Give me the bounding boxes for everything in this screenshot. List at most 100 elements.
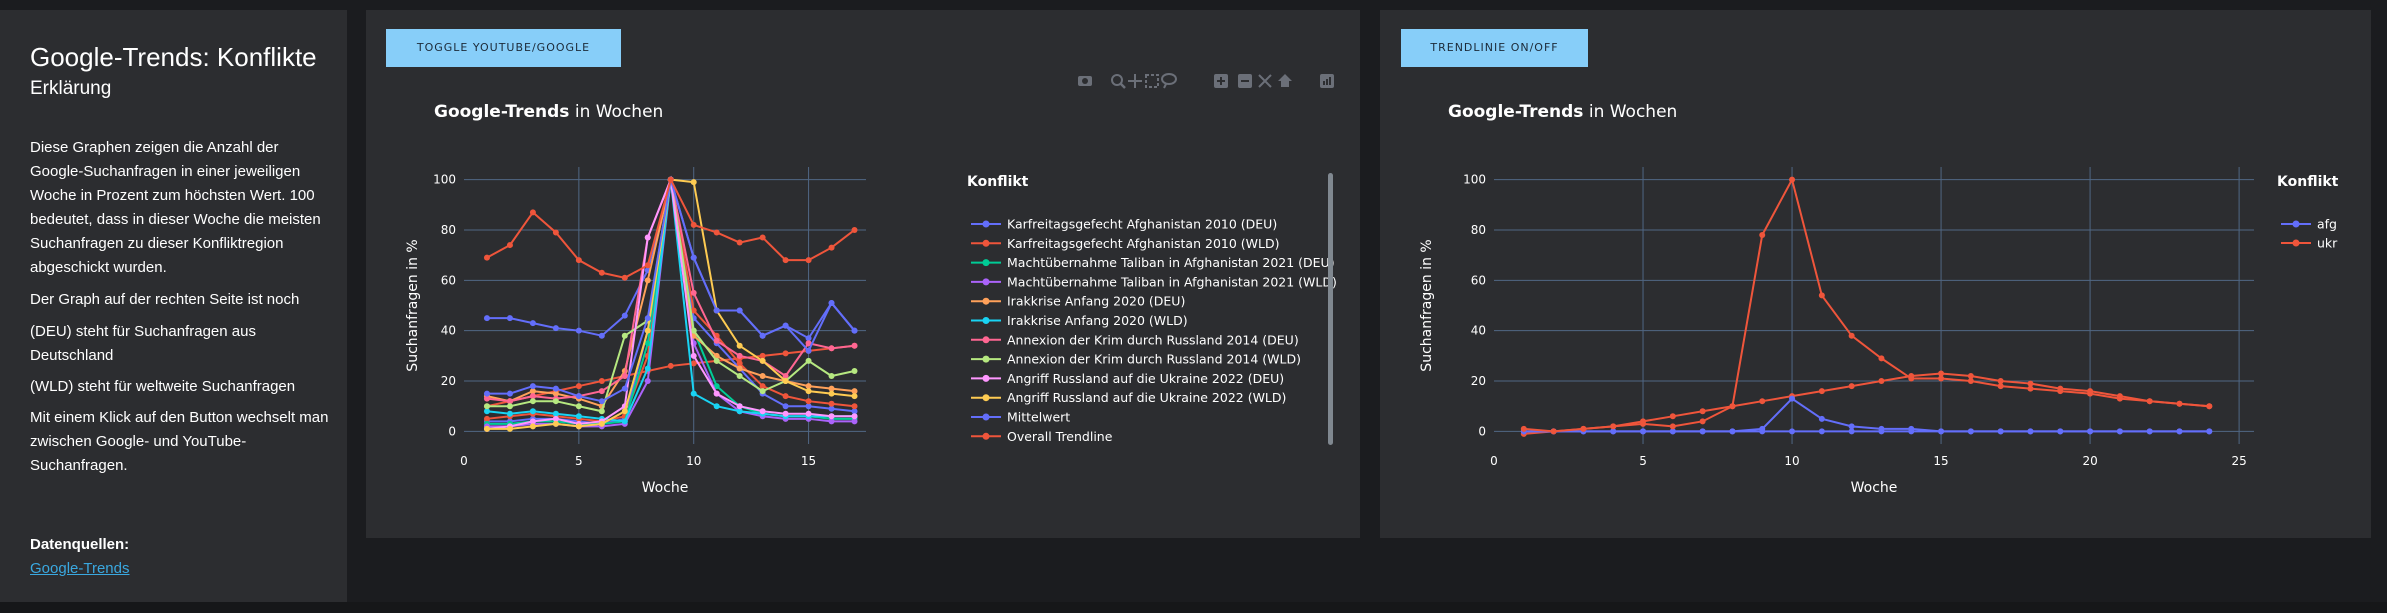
data-point [828,413,835,420]
data-point [828,299,835,306]
data-point [690,179,697,186]
data-point [1669,428,1676,435]
trendline-series [483,175,858,342]
data-point [2206,428,2213,435]
zoom-in-icon[interactable] [1214,74,1228,88]
data-point [483,403,490,410]
data-point [1818,415,1825,422]
data-point [690,221,697,228]
data-point [2057,388,2064,395]
legend-item[interactable]: afg [2281,217,2337,232]
data-point [1669,413,1676,420]
data-point [759,234,766,241]
series-line [486,179,855,428]
data-point [483,254,490,261]
data-point [690,390,697,397]
trends-chart-left[interactable]: Google-Trends in Wochen 0 20 40 60 80 100 0 5 10 1… [366,10,1360,538]
y-axis-label: Suchanfragen in % [1419,239,1435,371]
legend-item[interactable]: Angriff Russland auf die Ukraine 2022 (W… [971,390,1286,405]
pan-icon[interactable] [1128,74,1142,88]
legend-scrollbar[interactable] [1328,173,1333,445]
data-point [575,413,582,420]
x-tick-label: 15 [1933,454,1948,468]
chart-title: Google-Trends in Wochen [434,102,663,122]
legend-label: Annexion der Krim durch Russland 2014 (W… [1007,352,1301,367]
legend-item[interactable]: Angriff Russland auf die Ukraine 2022 (D… [971,371,1284,386]
data-point [1550,428,1557,435]
y-tick-label: 80 [1471,223,1486,237]
data-point [1997,378,2004,385]
data-point [529,418,536,425]
data-point [644,262,651,269]
legend-item[interactable]: Irakkrise Anfang 2020 (DEU) [971,294,1185,309]
y-tick-label: 20 [441,374,456,388]
data-point [621,373,628,380]
data-point [690,254,697,261]
legend-item[interactable]: Annexion der Krim durch Russland 2014 (D… [971,332,1299,347]
zoom-out-icon[interactable] [1238,74,1252,88]
google-trends-link[interactable]: Google-Trends [30,560,130,577]
data-point [506,390,513,397]
bottom-strip [0,602,2387,613]
x-tick-label: 0 [460,454,468,468]
legend-item[interactable]: Annexion der Krim durch Russland 2014 (W… [971,352,1301,367]
data-point [483,315,490,322]
data-point [575,327,582,334]
trends-chart-right[interactable]: Google-Trends in Wochen 0 20 40 60 80 100 0 5 10 1… [1380,10,2371,538]
data-point [805,340,812,347]
legend-item[interactable]: Irakkrise Anfang 2020 (WLD) [971,313,1188,328]
data-point [1938,375,1945,382]
x-tick-label: 5 [575,454,583,468]
lasso-icon[interactable] [1161,73,1177,89]
legend-item[interactable]: Karfreitagsgefecht Afghanistan 2010 (DEU… [971,217,1277,232]
chart-title-rest: in Wochen [1583,102,1677,122]
data-point [2057,428,2064,435]
legend-label: Overall Trendline [1007,429,1113,444]
data-point [552,398,559,405]
plotly-logo-icon[interactable] [1320,74,1334,88]
autoscale-icon[interactable] [1258,74,1272,88]
data-point [2027,380,2034,387]
data-point [644,365,651,372]
data-point [552,390,559,397]
data-point [621,332,628,339]
box-select-icon[interactable] [1145,74,1159,88]
series-line [486,179,855,413]
series-line [1523,176,2210,433]
data-point [851,327,858,334]
data-point [598,420,605,427]
trendline-toggle-button[interactable]: TRENDLINIE ON/OFF [1401,29,1588,67]
data-point [1938,428,1945,435]
legend-label: ukr [2317,236,2338,251]
legend-label: Angriff Russland auf die Ukraine 2022 (D… [1007,371,1284,386]
data-point [1848,423,1855,430]
legend-label: Irakkrise Anfang 2020 (WLD) [1007,313,1188,328]
sidebar: Google-Trends: Konflikte Erklärung Diese… [0,10,347,602]
zoom-icon[interactable] [1111,74,1126,89]
explanation-paragraph: Diese Graphen zeigen die Anzahl der Goog… [30,139,321,276]
series-line [1523,372,2210,435]
data-point [828,385,835,392]
data-point [782,257,789,264]
data-point [2087,428,2094,435]
data-point [851,367,858,374]
toggle-youtube-google-button[interactable]: TOGGLE YOUTUBE/GOOGLE [386,29,621,67]
legend-item[interactable]: Mittelwert [971,410,1070,425]
legend-item[interactable]: Overall Trendline [971,429,1113,444]
legend-item[interactable]: Machtübernahme Taliban in Afghanistan 20… [971,255,1335,270]
y-tick-label: 0 [1478,424,1486,438]
data-point [713,403,720,410]
legend-item[interactable]: Machtübernahme Taliban in Afghanistan 20… [971,274,1337,289]
series-group [483,176,858,281]
camera-icon[interactable] [1078,76,1092,86]
data-point [529,408,536,415]
reset-axes-icon[interactable] [1278,74,1292,87]
left-chart-card: TOGGLE YOUTUBE/GOOGLE Google-Trends in W… [366,10,1360,538]
legend-item[interactable]: ukr [2281,236,2338,251]
chart-title: Google-Trends in Wochen [1448,102,1677,122]
legend-item[interactable]: Karfreitagsgefecht Afghanistan 2010 (WLD… [971,236,1279,251]
data-point [575,423,582,430]
legend-title: Konflikt [2277,174,2339,190]
data-point [1640,420,1647,427]
data-point [1997,383,2004,390]
